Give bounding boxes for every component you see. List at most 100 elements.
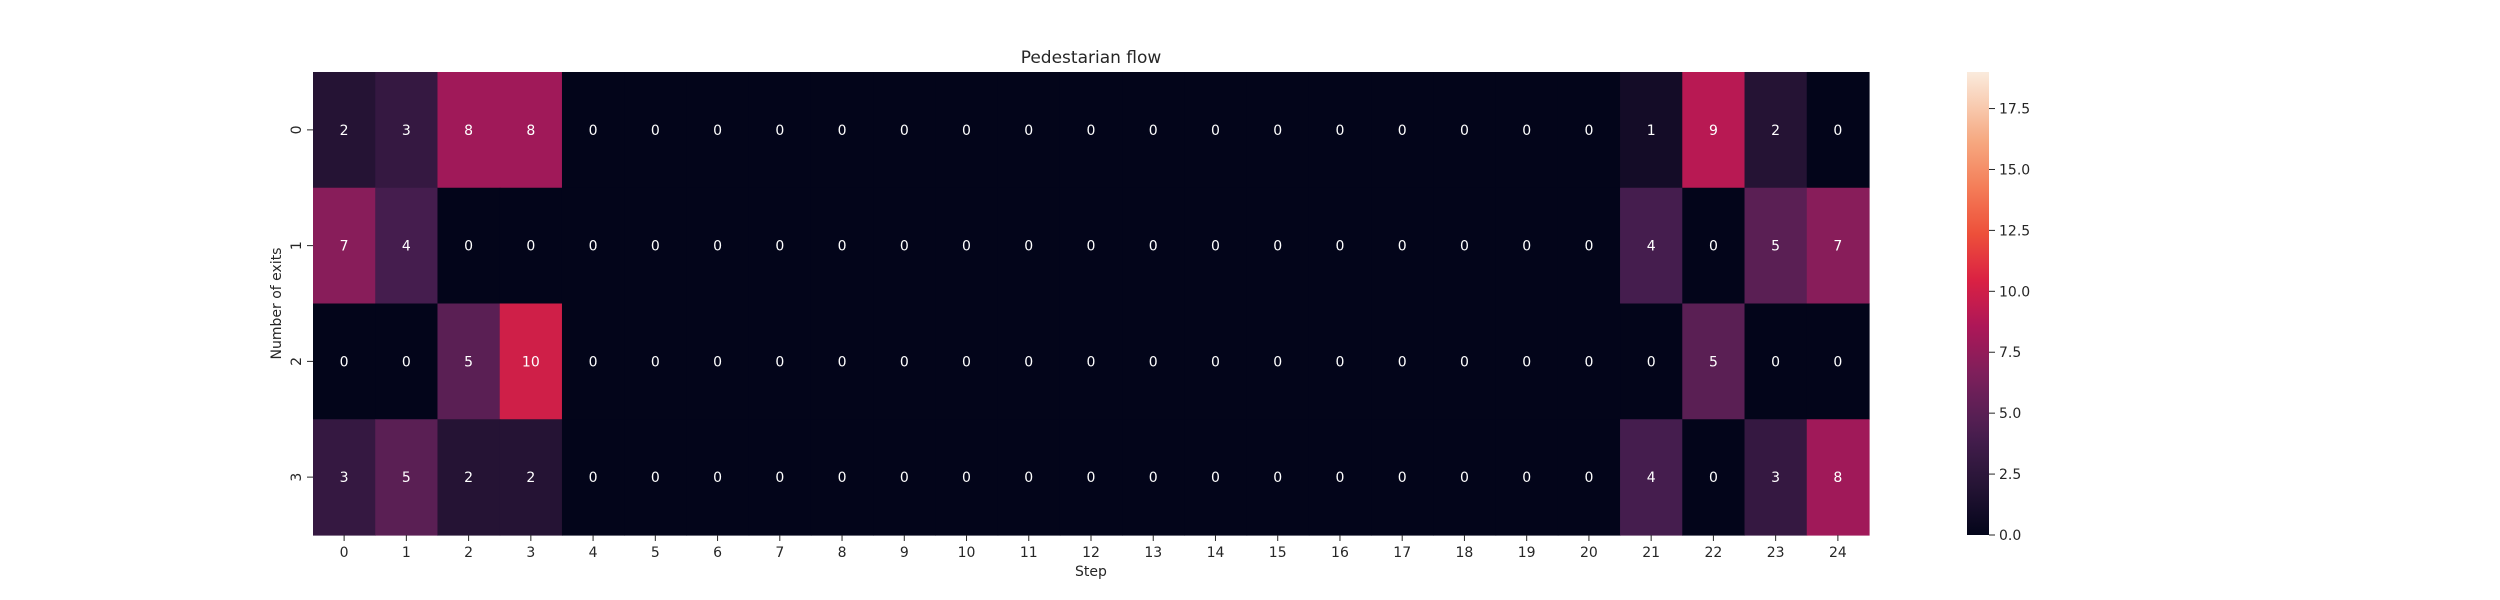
heatmap-cell <box>313 419 376 536</box>
heatmap-cell <box>997 419 1061 536</box>
cell-value-label: 0 <box>589 354 598 370</box>
y-axis-label: Number of exits <box>269 248 285 360</box>
heatmap-cell <box>1308 419 1372 536</box>
heatmap-cell <box>1308 303 1372 420</box>
x-tick-label: 24 <box>1829 545 1847 561</box>
colorbar-tick-label: 0.0 <box>1999 528 2021 544</box>
cell-value-label: 0 <box>1584 123 1593 139</box>
cell-value-label: 5 <box>1709 354 1718 370</box>
heatmap-cell <box>1122 72 1185 189</box>
colorbar-tick-label: 15.0 <box>1999 162 2030 178</box>
heatmap-cell <box>1184 72 1248 189</box>
heatmap-cell <box>375 419 439 536</box>
x-tick-label: 13 <box>1144 545 1162 561</box>
cell-value-label: 0 <box>1398 354 1407 370</box>
cell-value-label: 0 <box>1833 354 1842 370</box>
heatmap-cells <box>313 72 1870 536</box>
x-tick-label: 6 <box>713 545 722 561</box>
x-tick-label: 10 <box>958 545 976 561</box>
cell-value-label: 0 <box>464 239 473 255</box>
cell-value-label: 9 <box>1709 123 1718 139</box>
cell-value-label: 0 <box>713 354 722 370</box>
heatmap-cell <box>375 303 439 420</box>
heatmap-cell <box>748 187 812 305</box>
x-tick-label: 20 <box>1580 545 1598 561</box>
cell-value-label: 0 <box>1273 354 1282 370</box>
cell-value-label: 0 <box>1149 239 1158 255</box>
cell-value-label: 4 <box>1647 470 1656 486</box>
heatmap-cell <box>1371 303 1434 420</box>
cell-value-label: 0 <box>962 470 971 486</box>
heatmap-cell <box>873 419 936 536</box>
cell-value-label: 0 <box>589 470 598 486</box>
cell-value-label: 0 <box>713 123 722 139</box>
cell-value-label: 0 <box>1087 239 1096 255</box>
cell-value-label: 0 <box>1647 354 1656 370</box>
heatmap-cell <box>997 72 1061 189</box>
cell-value-label: 0 <box>1584 470 1593 486</box>
x-axis-label: Step <box>1075 564 1107 580</box>
x-axis-ticks: 0 1 2 3 4 5 6 7 8 9 10 11 12 13 14 15 16 17 18 19 20 21 22 23 24 <box>340 535 1847 561</box>
cell-value-label: 0 <box>1709 470 1718 486</box>
cell-value-label: 0 <box>1584 239 1593 255</box>
heatmap-cell <box>1744 187 1808 305</box>
heatmap-cell <box>624 303 688 420</box>
cell-value-label: 0 <box>1024 239 1033 255</box>
x-tick-label: 9 <box>900 545 909 561</box>
cell-value-label: 0 <box>402 354 411 370</box>
cell-value-label: 0 <box>1522 239 1531 255</box>
heatmap-cell <box>1806 72 1870 189</box>
cell-value-label: 0 <box>713 239 722 255</box>
cell-value-label: 0 <box>651 354 660 370</box>
heatmap-cell <box>748 72 812 189</box>
cell-value-label: 0 <box>1398 123 1407 139</box>
heatmap-cell <box>810 187 874 305</box>
colorbar-ticks: 0.0 2.5 5.0 7.5 10.0 12.5 15.0 17.5 <box>1989 102 2030 544</box>
x-tick-label: 19 <box>1518 545 1536 561</box>
heatmap-cell <box>686 419 750 536</box>
cell-value-label: 0 <box>838 354 847 370</box>
heatmap-cell <box>624 72 688 189</box>
cell-value-label: 0 <box>775 470 784 486</box>
cell-value-label: 5 <box>464 354 473 370</box>
heatmap-cell <box>1308 72 1372 189</box>
cell-value-label: 0 <box>651 123 660 139</box>
cell-value-label: 0 <box>1335 239 1344 255</box>
heatmap-cell <box>499 303 563 420</box>
cell-value-label: 5 <box>1771 239 1780 255</box>
heatmap-cell <box>437 72 501 189</box>
cell-value-label: 0 <box>962 354 971 370</box>
heatmap-cell <box>1744 419 1808 536</box>
x-tick-label: 23 <box>1767 545 1785 561</box>
colorbar-tick-label: 2.5 <box>1999 467 2021 483</box>
heatmap-cell <box>1744 303 1808 420</box>
cell-value-label: 0 <box>1335 123 1344 139</box>
heatmap-cell <box>1557 419 1621 536</box>
cell-value-label: 2 <box>340 123 349 139</box>
heatmap-cell <box>997 187 1061 305</box>
cell-value-label: 0 <box>838 239 847 255</box>
heatmap-cell <box>873 187 936 305</box>
cell-value-label: 7 <box>340 239 349 255</box>
cell-value-label: 0 <box>775 123 784 139</box>
x-tick-label: 0 <box>340 545 349 561</box>
heatmap-cell <box>1620 72 1683 189</box>
x-tick-label: 15 <box>1269 545 1287 561</box>
colorbar-tick-label: 12.5 <box>1999 223 2030 239</box>
heatmap-cell <box>1682 72 1746 189</box>
cell-value-label: 0 <box>1460 354 1469 370</box>
x-tick-label: 1 <box>402 545 411 561</box>
heatmap-cell <box>1371 72 1434 189</box>
cell-value-label: 8 <box>526 123 535 139</box>
cell-value-label: 0 <box>838 123 847 139</box>
cell-value-label: 4 <box>402 239 411 255</box>
heatmap-cell <box>873 72 936 189</box>
heatmap-cell <box>1433 303 1497 420</box>
x-tick-label: 21 <box>1642 545 1660 561</box>
heatmap-cell <box>1246 187 1310 305</box>
y-axis-ticks: 0 1 2 3 <box>289 125 313 482</box>
x-tick-label: 12 <box>1082 545 1100 561</box>
cell-value-label: 0 <box>1584 354 1593 370</box>
heatmap-cell <box>1059 72 1123 189</box>
heatmap-cell <box>810 72 874 189</box>
